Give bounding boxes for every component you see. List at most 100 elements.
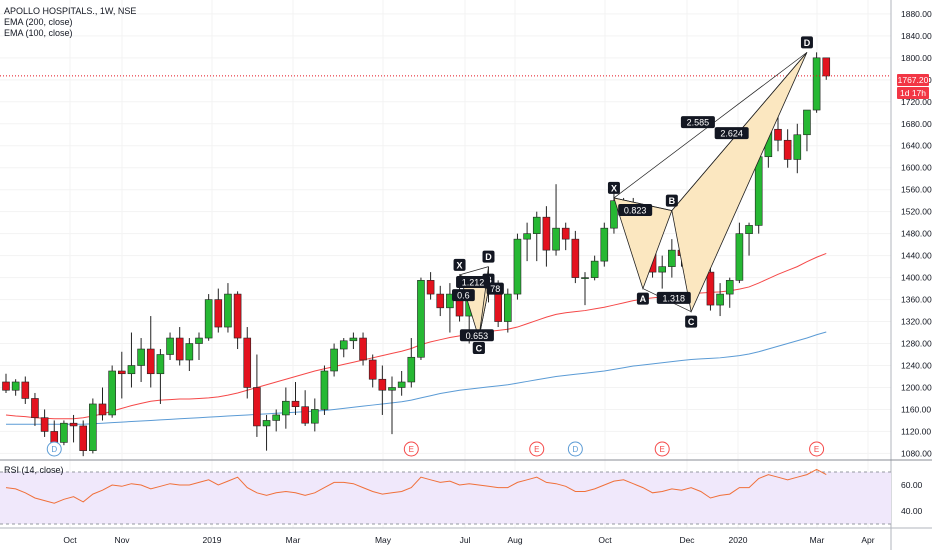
dividend-marker: D — [46, 441, 62, 457]
price-tick: 1120.00 — [901, 426, 931, 436]
candle — [310, 398, 319, 432]
candle — [262, 414, 271, 451]
candle — [224, 283, 232, 333]
candle — [301, 390, 309, 426]
ema200-legend[interactable]: EMA (200, close) — [4, 17, 73, 27]
candle — [417, 277, 425, 361]
ratio-label-text: 0.653 — [466, 331, 489, 341]
ratio-label: 1.318 — [656, 291, 691, 304]
candle-body — [397, 381, 406, 388]
time-tick: Jul — [460, 535, 471, 545]
candle-body — [658, 266, 667, 273]
candle-body — [378, 378, 387, 391]
time-tick: Nov — [114, 535, 130, 545]
point-label-text: A — [640, 294, 647, 304]
candle — [137, 338, 145, 382]
candle — [600, 222, 609, 267]
price-tick: 1880.00 — [901, 9, 932, 19]
ratio-label-text: 0.6 — [457, 291, 470, 301]
event-circle — [809, 441, 825, 457]
event-letter: E — [534, 445, 539, 454]
candle — [175, 327, 184, 366]
candle-body — [108, 370, 116, 416]
ratio-label: 0.823 — [618, 204, 653, 217]
last-price-badge: 1767.20 — [897, 74, 929, 86]
ratio-label-text: 1.318 — [663, 293, 686, 303]
candle — [803, 109, 811, 152]
point-label-text: C — [688, 317, 695, 327]
point-label-text: D — [804, 38, 811, 48]
candle-body — [706, 271, 715, 306]
candle — [166, 332, 174, 361]
candle — [513, 233, 522, 300]
candle-body — [60, 422, 68, 443]
ratio-label: 0.6 — [452, 289, 475, 302]
earnings-marker: E — [809, 441, 825, 457]
candle-body — [272, 414, 281, 421]
point-label-box — [800, 36, 813, 49]
candle-body — [310, 409, 319, 424]
ratio-label-box — [656, 291, 691, 304]
candle — [118, 351, 126, 399]
rsi-panel — [0, 468, 891, 525]
ema100-legend[interactable]: EMA (100, close) — [4, 28, 73, 38]
candle-body — [214, 299, 223, 328]
candle-body — [224, 293, 232, 328]
ema200-line — [6, 331, 827, 425]
candle — [571, 230, 580, 284]
price-tick: 1840.00 — [901, 31, 932, 41]
candle — [658, 255, 667, 289]
price-tick: 1080.00 — [901, 448, 932, 458]
candle — [214, 288, 223, 333]
ratio-label-box — [618, 204, 653, 217]
candle-body — [185, 343, 194, 361]
candle-body — [793, 134, 802, 160]
ratio-label-text: 1.212 — [462, 277, 485, 287]
candle — [108, 365, 116, 418]
candle-body — [291, 400, 300, 408]
time-tick: 2019 — [203, 535, 222, 545]
candle — [2, 373, 10, 393]
ratio-label: 2.585 — [680, 116, 715, 129]
pattern-point-x: X — [453, 258, 466, 271]
candle — [98, 387, 107, 421]
candle-body — [146, 348, 155, 375]
point-label-text: C — [476, 344, 483, 354]
price-tick: 1240.00 — [901, 361, 932, 371]
candle — [812, 52, 821, 113]
candle — [725, 277, 734, 308]
candle-body — [195, 337, 203, 344]
candle — [89, 398, 97, 454]
candle — [774, 112, 782, 152]
candle-body — [783, 139, 792, 160]
candle — [378, 365, 387, 415]
candle — [156, 349, 165, 404]
candle — [793, 123, 802, 174]
price-tick: 1280.00 — [901, 339, 932, 349]
candle-body — [233, 293, 242, 339]
rsi-legend[interactable]: RSI (14, close) — [4, 465, 64, 475]
candle — [532, 211, 541, 262]
candle-body — [388, 387, 396, 391]
candle-body — [426, 280, 435, 295]
point-label-box — [636, 292, 649, 305]
pattern-large: X A B C D 0.823 1.318 2.585 2.624 — [607, 36, 813, 328]
symbol-title[interactable]: APOLLO HOSPITALS., 1W, NSE — [4, 6, 137, 16]
candle-body — [282, 400, 290, 416]
candle-body — [600, 227, 609, 262]
ratio-label-text: 78 — [490, 284, 500, 294]
candle-body — [552, 227, 560, 251]
price-tick: 1200.00 — [901, 382, 932, 392]
pattern-point-d: D — [800, 36, 813, 49]
candle — [407, 338, 416, 388]
candle-body — [561, 227, 570, 240]
candle — [610, 192, 618, 234]
candle — [668, 239, 676, 278]
point-label-box — [472, 342, 485, 355]
candle-body — [590, 260, 599, 278]
candle-body — [407, 356, 416, 383]
event-letter: D — [51, 445, 57, 454]
